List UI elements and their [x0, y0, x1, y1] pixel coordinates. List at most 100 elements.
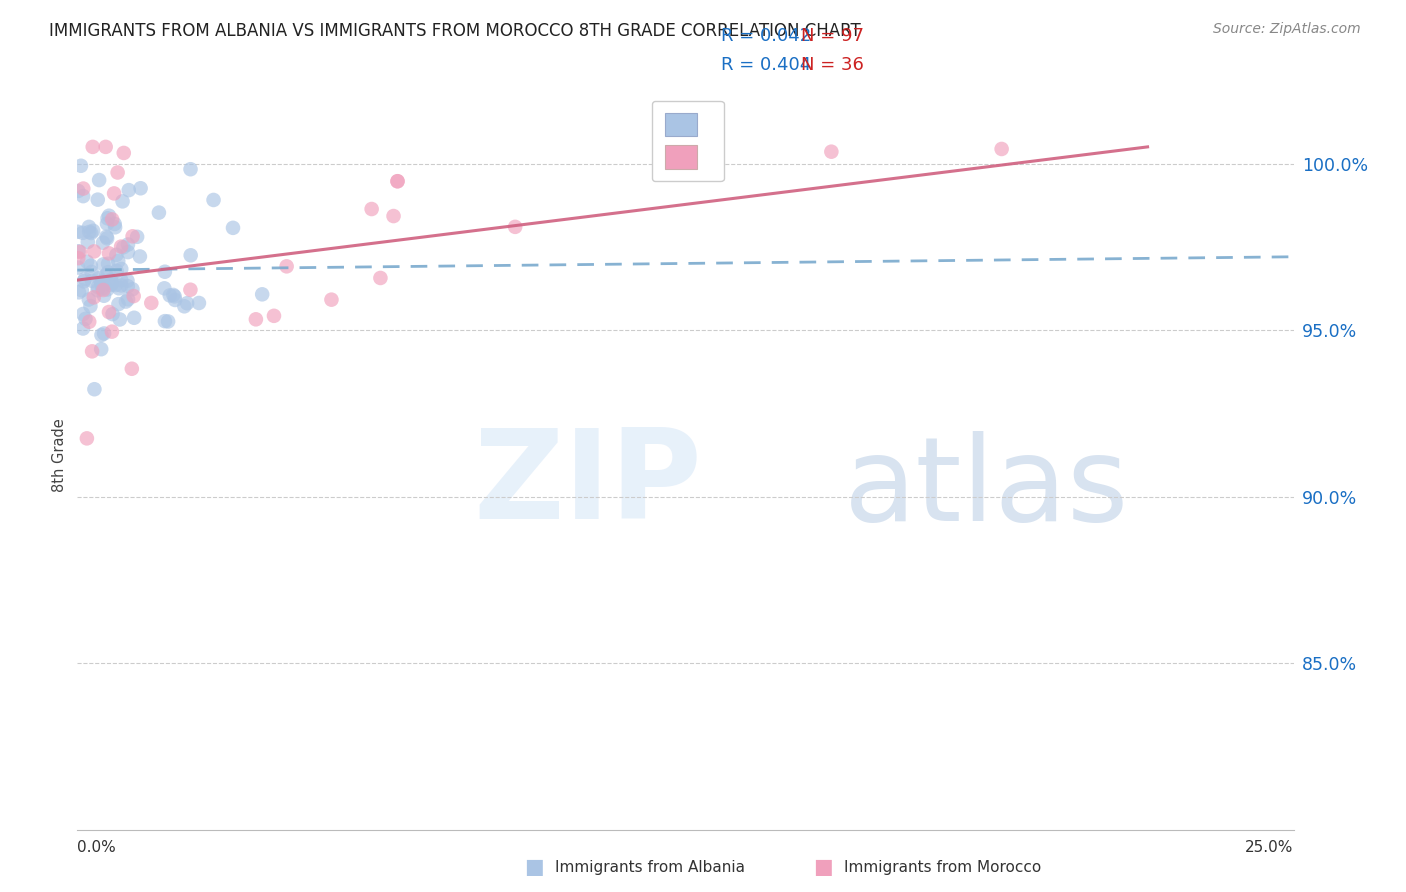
Point — [112, 240, 135, 254]
Point — [101, 212, 124, 227]
Point — [82, 224, 104, 238]
Point — [263, 309, 285, 323]
Point — [97, 257, 120, 271]
Point — [110, 278, 132, 293]
Point — [87, 271, 110, 285]
Point — [321, 293, 343, 307]
Point — [180, 162, 202, 177]
Text: Immigrants from Morocco: Immigrants from Morocco — [844, 860, 1040, 874]
Point — [107, 165, 129, 179]
Point — [163, 289, 186, 303]
Text: 0.0%: 0.0% — [77, 839, 117, 855]
Point — [70, 283, 93, 297]
Point — [245, 312, 267, 326]
Point — [91, 274, 114, 288]
Point — [162, 288, 184, 302]
Point — [77, 225, 100, 239]
Point — [67, 184, 90, 198]
Point — [96, 211, 118, 226]
Point — [96, 283, 118, 297]
Point — [94, 268, 117, 282]
Text: atlas: atlas — [844, 431, 1129, 546]
Point — [93, 257, 115, 271]
Point — [503, 219, 526, 234]
Point — [110, 239, 132, 253]
Point — [82, 344, 104, 359]
Point — [98, 209, 121, 223]
Point — [94, 140, 117, 154]
Point — [104, 220, 127, 235]
Point — [117, 279, 139, 293]
Point — [112, 145, 135, 160]
Point — [101, 307, 124, 321]
Point — [122, 289, 145, 303]
Text: R = 0.404: R = 0.404 — [721, 56, 811, 74]
Point — [117, 245, 139, 260]
Point — [153, 314, 176, 328]
Point — [75, 311, 97, 326]
Point — [73, 274, 96, 288]
Point — [141, 296, 163, 310]
Point — [107, 254, 129, 268]
Point — [115, 294, 138, 309]
Point — [76, 254, 98, 268]
Point — [820, 145, 842, 159]
Point — [129, 181, 152, 195]
Point — [121, 229, 143, 244]
Point — [67, 285, 90, 300]
Point — [70, 159, 93, 173]
Point — [157, 314, 180, 328]
Point — [91, 281, 114, 295]
Point — [93, 326, 115, 341]
Point — [180, 248, 202, 262]
Point — [250, 287, 273, 301]
Point — [80, 265, 103, 279]
Point — [90, 328, 112, 343]
Point — [96, 231, 118, 245]
Point — [159, 288, 181, 302]
Point — [66, 225, 89, 239]
Point — [66, 260, 89, 275]
Point — [117, 274, 139, 288]
Point — [107, 297, 129, 311]
Point — [72, 226, 94, 240]
Point — [83, 382, 105, 396]
Point — [89, 173, 111, 187]
Point — [93, 289, 115, 303]
Point — [101, 277, 124, 291]
Point — [67, 251, 90, 265]
Point — [105, 264, 128, 278]
Text: R = 0.042: R = 0.042 — [721, 27, 811, 45]
Point — [110, 273, 132, 287]
Point — [97, 305, 120, 319]
Point — [77, 315, 100, 329]
Point — [72, 181, 94, 195]
Point — [82, 140, 104, 154]
Point — [222, 220, 245, 235]
Point — [69, 244, 91, 259]
Point — [83, 244, 105, 259]
Point — [179, 283, 201, 297]
Point — [122, 310, 145, 325]
Text: Source: ZipAtlas.com: Source: ZipAtlas.com — [1213, 22, 1361, 37]
Point — [101, 325, 124, 339]
Point — [87, 280, 110, 294]
Point — [67, 244, 90, 259]
Point — [80, 226, 103, 240]
Point — [103, 186, 125, 201]
Point — [202, 193, 225, 207]
Point — [83, 290, 105, 304]
Point — [72, 321, 94, 335]
Point — [129, 250, 152, 264]
Point — [990, 142, 1012, 156]
Point — [100, 273, 122, 287]
Point — [73, 272, 96, 286]
Point — [153, 265, 176, 279]
Text: ■: ■ — [524, 857, 544, 877]
Point — [76, 235, 98, 249]
Point — [148, 205, 170, 219]
Text: ■: ■ — [813, 857, 832, 877]
Point — [387, 174, 409, 188]
Point — [80, 259, 103, 273]
Text: N = 36: N = 36 — [801, 56, 865, 74]
